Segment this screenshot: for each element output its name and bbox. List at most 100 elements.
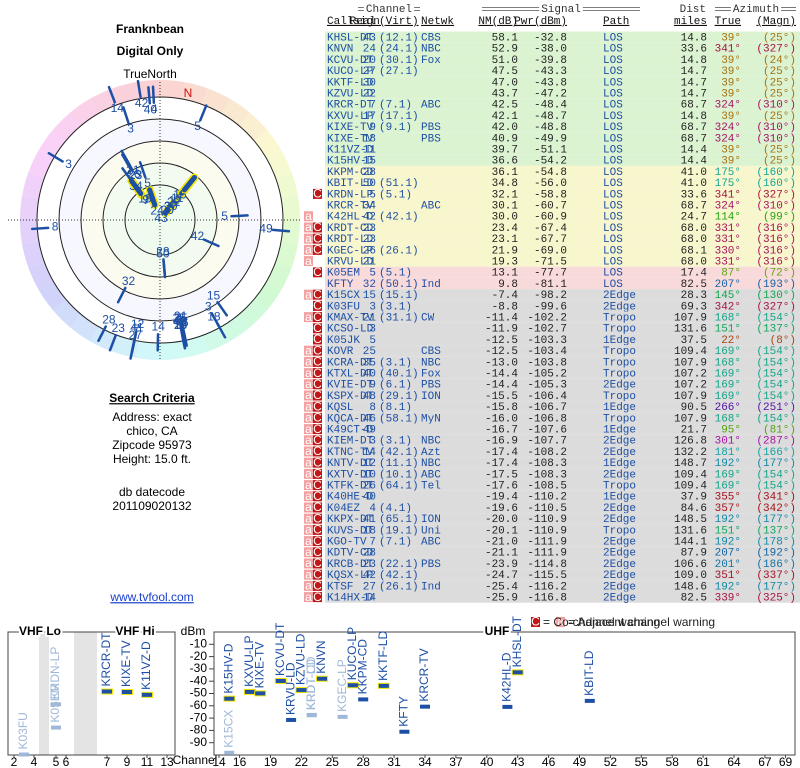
cell-pwr: -48.7 (534, 111, 567, 123)
cell-magn: (154°) (756, 481, 796, 493)
bar-callsign: KUCO-LP (345, 627, 359, 680)
row-background (325, 445, 800, 458)
cell-virt: (26.1) (379, 245, 419, 257)
cell-path: LOS (603, 189, 623, 201)
cell-net: Azt (421, 447, 441, 459)
cell-dist: 14.7 (681, 66, 707, 78)
cell-path: 2Edge (603, 503, 636, 515)
cell-ch: 9 (369, 380, 376, 392)
cell-virt: (3.1) (379, 436, 412, 448)
cell-ch: 23 (363, 223, 376, 235)
station-channel: 23 (129, 168, 143, 182)
cell-dist: 107.2 (674, 380, 707, 392)
cell-net: ION (421, 514, 441, 526)
cell-net: NBC (421, 357, 441, 369)
cell-pwr: -103.8 (527, 357, 567, 369)
bar-callsign: K15HV-D (221, 643, 235, 693)
row-background (325, 42, 800, 54)
cell-path: 1Edge (603, 425, 636, 437)
cell-path: LOS (603, 55, 623, 67)
cell-pwr: -54.2 (534, 156, 567, 168)
cell-ch: 42 (363, 570, 376, 582)
cell-az: 39° (721, 33, 741, 45)
cell-ch: 32 (363, 279, 376, 291)
cell-net: ABC (421, 469, 441, 481)
cochannel-legend-box (531, 617, 540, 627)
column-header: True (715, 16, 741, 28)
signal-bar (255, 691, 266, 696)
cell-az: 192° (715, 458, 741, 470)
flag-letter: C (313, 265, 322, 279)
cell-dist: 14.4 (681, 156, 708, 168)
cell-call: KXTV-DT (327, 469, 374, 481)
cell-ch: 35 (363, 357, 376, 369)
band-label: VHF Lo (19, 624, 61, 638)
cell-ch: 4 (369, 503, 376, 515)
cell-path: LOS (603, 122, 623, 134)
x-tick-label: 28 (357, 755, 371, 768)
row-background (325, 132, 800, 144)
compass-wedge (70, 314, 99, 342)
row-background (325, 591, 800, 603)
cell-nm: -24.7 (485, 570, 518, 582)
cell-ch: 40 (363, 369, 376, 381)
cochannel-flag (313, 390, 322, 401)
cell-net: NBC (421, 458, 441, 470)
station-channel: 46 (175, 315, 189, 329)
station-mark (199, 104, 208, 122)
cell-nm: 47.5 (492, 66, 518, 78)
compass-wedge (202, 88, 230, 114)
cell-nm: -21.0 (485, 537, 518, 549)
cell-dist: 131.6 (674, 525, 707, 537)
station-channel: 3 (205, 299, 212, 313)
cell-call: K42HL-D (327, 212, 374, 224)
adjacent-flag (304, 424, 313, 435)
station-mark (128, 178, 144, 197)
x-tick-label: 64 (727, 755, 741, 768)
cell-az: 39° (721, 77, 741, 89)
cell-ch: 25 (363, 346, 376, 358)
cell-net: Ind (421, 581, 441, 593)
cell-call: KGEC-LP (327, 245, 374, 257)
flag-letter: C (313, 366, 322, 380)
cell-dist: 14.7 (681, 89, 707, 101)
signal-bar (275, 678, 286, 683)
cell-call: KTNC-TV (327, 447, 374, 459)
station-channel: 32 (122, 274, 136, 288)
station-channel: 9 (176, 313, 183, 327)
search-heading: Search Criteria (109, 391, 195, 405)
signal-bar (306, 713, 317, 718)
cell-call: KRVU-LD (327, 257, 374, 269)
compass-wedge (135, 341, 160, 360)
cell-path: 2Edge (603, 469, 636, 481)
cell-call: KDTV-CD (327, 548, 374, 560)
y-tick-label: -30 (190, 661, 208, 675)
x-tick-label: 16 (233, 755, 247, 768)
cell-call: KGO-TV (327, 537, 367, 549)
cell-ch: 8 (369, 402, 376, 414)
cell-pwr: -108.2 (527, 447, 567, 459)
cell-pwr: -47.2 (534, 89, 567, 101)
compass-wedge (181, 82, 208, 105)
cochannel-flag (313, 345, 322, 356)
cell-path: Tropo (603, 346, 636, 358)
cell-virt: (26.1) (379, 581, 419, 593)
cell-path: LOS (603, 167, 623, 179)
station-mark (107, 85, 117, 104)
cell-nm: -20.0 (485, 514, 518, 526)
cell-path: 2Edge (603, 380, 636, 392)
cell-net: Ind (421, 279, 441, 291)
adjacent-flag (304, 524, 313, 535)
cell-dist: 132.2 (674, 447, 707, 459)
adjacent-flag (304, 289, 313, 300)
site-link[interactable]: www.tvfool.com (109, 590, 193, 604)
flag-letter: C (313, 545, 322, 559)
cell-magn: (24°) (763, 55, 796, 67)
adjacent-flag (304, 468, 313, 479)
y-tick-label: -60 (190, 698, 208, 712)
cell-virt: (4.1) (379, 503, 412, 515)
adjacent-flag (304, 312, 313, 323)
adjacent-flag (304, 491, 313, 502)
cell-dist: 109.4 (674, 481, 707, 493)
